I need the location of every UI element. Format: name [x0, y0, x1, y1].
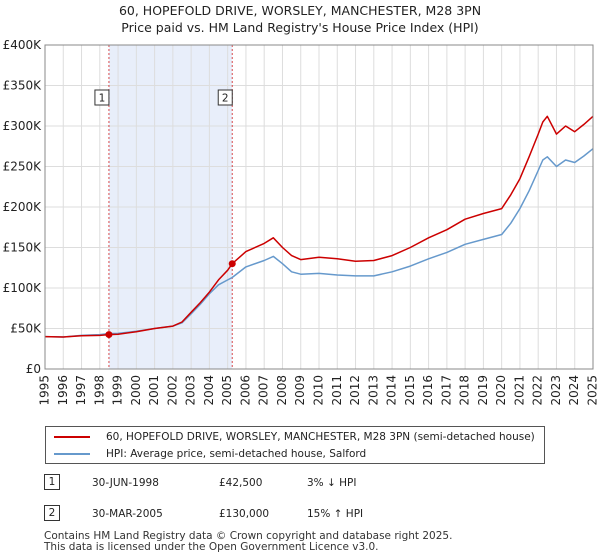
x-tick-label: 2006: [238, 375, 252, 406]
sale-row-1: 1 30-JUN-1998 £42,500 3% ↓ HPI: [44, 474, 564, 492]
sale-price: £130,000: [219, 508, 270, 520]
y-tick-label: £250K: [3, 160, 43, 174]
y-tick-label: £100K: [3, 281, 43, 295]
x-tick-label: 2002: [165, 375, 179, 406]
x-tick-label: 2017: [439, 375, 453, 406]
x-tick-label: 2019: [476, 375, 490, 406]
chart-legend: 60, HOPEFOLD DRIVE, WORSLEY, MANCHESTER,…: [45, 426, 545, 464]
sale-hpi-comparison: 15% ↑ HPI: [307, 508, 364, 520]
x-tick-label: 1999: [111, 375, 125, 406]
sale-price: £42,500: [219, 477, 263, 489]
x-tick-label: 2007: [257, 375, 271, 406]
x-tick-label: 2024: [567, 375, 581, 406]
x-tick-label: 2021: [512, 375, 526, 406]
x-tick-label: 2015: [403, 375, 417, 406]
y-tick-label: £400K: [3, 38, 43, 52]
sale-hpi-comparison: 3% ↓ HPI: [307, 477, 357, 489]
chart-title-line-1: 60, HOPEFOLD DRIVE, WORSLEY, MANCHESTER,…: [118, 3, 482, 18]
property-price-line: [44, 115, 594, 338]
x-tick-label: 2000: [129, 375, 143, 406]
sale-2-label: 2: [222, 93, 229, 105]
x-tick-label: 2022: [531, 375, 545, 406]
sale-row-2: 2 30-MAR-2005 £130,000 15% ↑ HPI: [44, 505, 564, 523]
x-tick-label: 1995: [38, 375, 52, 406]
legend-swatch-hpi: [54, 453, 90, 455]
y-tick-label: £200K: [3, 200, 43, 214]
plot-frame: [44, 44, 594, 370]
footer-line-2: This data is licensed under the Open Gov…: [44, 541, 379, 553]
x-tick-label: 2003: [184, 375, 198, 406]
y-tick-label: £0: [26, 362, 41, 376]
x-tick-label: 2025: [586, 375, 600, 406]
sale-2-point: [228, 260, 236, 268]
sale-2-label-box: [217, 89, 233, 106]
x-tick-label: 2005: [220, 375, 234, 406]
sale-date: 30-MAR-2005: [92, 508, 163, 520]
price-chart: 1 2 £0 £50K £100K £150K £200K £250K £300K £350K £…: [3, 38, 600, 406]
x-tick-label: 2004: [202, 375, 216, 406]
x-tick-label: 2013: [366, 375, 380, 406]
x-tick-label: 1998: [92, 375, 106, 406]
sale-number-badge: 2: [44, 505, 60, 521]
x-tick-label: 2001: [147, 375, 161, 406]
legend-label-hpi: HPI: Average price, semi-detached house,…: [106, 448, 367, 460]
y-tick-label: £150K: [3, 241, 43, 255]
y-tick-label: £50K: [10, 322, 42, 336]
x-tick-label: 2010: [312, 375, 326, 406]
legend-label-property: 60, HOPEFOLD DRIVE, WORSLEY, MANCHESTER,…: [106, 431, 535, 443]
x-tick-label: 2008: [275, 375, 289, 406]
x-tick-label: 2016: [421, 375, 435, 406]
sale-number-badge: 1: [44, 474, 60, 490]
x-tick-label: 2018: [458, 375, 472, 406]
footer-attribution: Contains HM Land Registry data © Crown c…: [44, 531, 452, 553]
x-tick-label: 2009: [293, 375, 307, 406]
x-tick-label: 2023: [549, 375, 563, 406]
y-tick-label: £300K: [3, 119, 43, 133]
sale-1-label-box: [94, 89, 110, 106]
sale-date: 30-JUN-1998: [92, 477, 159, 489]
chart-title: 60, HOPEFOLD DRIVE, WORSLEY, MANCHESTER,…: [0, 2, 600, 36]
x-tick-label: 2020: [494, 375, 508, 406]
sale-1-point: [105, 331, 113, 339]
sale-1-label: 1: [99, 93, 106, 105]
x-tick-label: 1997: [74, 375, 88, 406]
y-tick-label: £350K: [3, 79, 43, 93]
x-tick-label: 1996: [56, 375, 70, 406]
x-tick-label: 2011: [330, 375, 344, 406]
legend-swatch-property: [54, 436, 90, 438]
x-tick-label: 2014: [385, 375, 399, 406]
chart-title-line-2: Price paid vs. HM Land Registry's House …: [121, 20, 479, 35]
footer-line-1: Contains HM Land Registry data © Crown c…: [44, 530, 453, 542]
x-tick-label: 2012: [348, 375, 362, 406]
